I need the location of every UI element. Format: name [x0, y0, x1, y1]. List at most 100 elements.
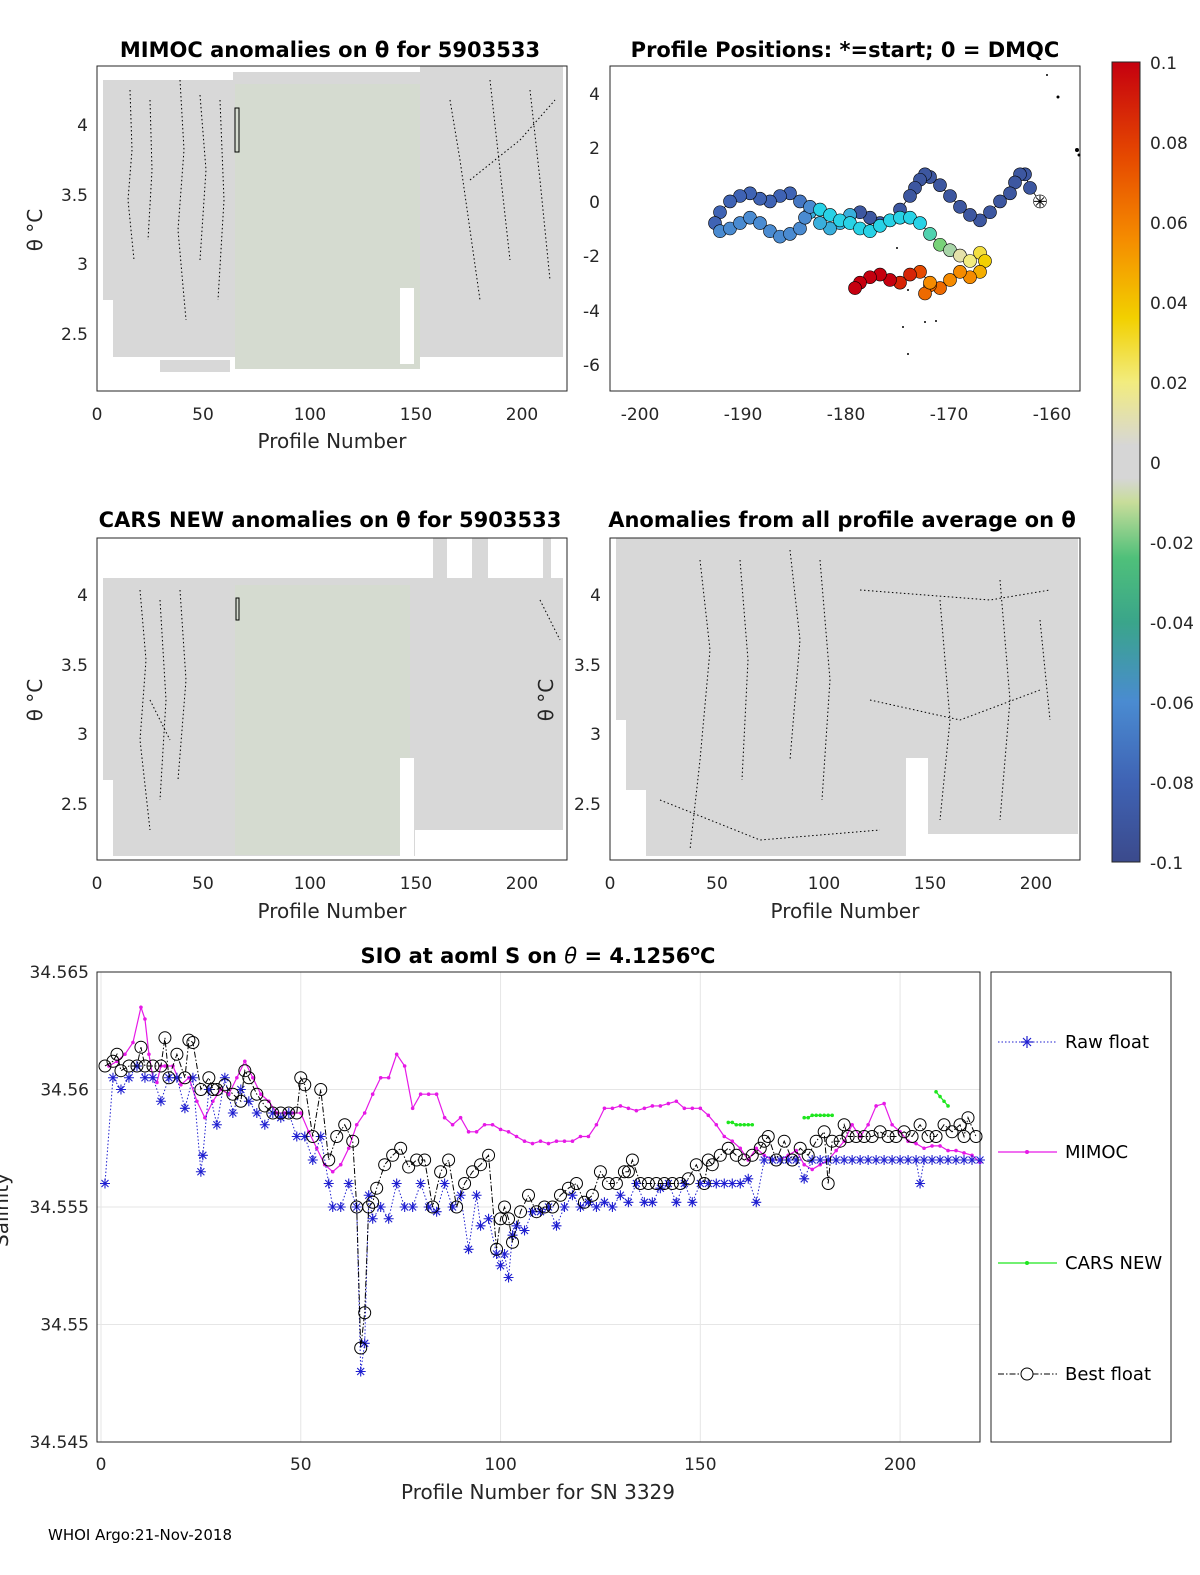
data-point — [649, 1177, 663, 1190]
data-point — [887, 1155, 898, 1165]
data-point — [410, 1153, 424, 1167]
avg-axes — [609, 537, 1081, 861]
avg-xtick: 100 — [808, 874, 840, 894]
data-point — [841, 1130, 855, 1143]
data-point — [742, 1122, 747, 1127]
data-point — [802, 1162, 806, 1167]
data-point — [757, 1134, 771, 1148]
track-point — [993, 194, 1007, 209]
data-point — [754, 1146, 759, 1151]
data-point — [879, 1155, 890, 1165]
salinity-ytick: 34.545 — [30, 1433, 89, 1453]
salinity-title-main: SIO at aoml S on — [361, 944, 565, 968]
data-point — [785, 1153, 799, 1167]
data-point — [745, 1148, 759, 1162]
data-point — [759, 1155, 770, 1165]
data-point — [633, 1177, 647, 1190]
dot-icon — [1025, 1150, 1029, 1154]
data-point — [291, 1131, 302, 1142]
data-point — [442, 1115, 447, 1120]
data-point — [186, 1036, 200, 1049]
data-point — [937, 1118, 951, 1132]
data-point — [874, 1104, 878, 1108]
data-point — [498, 1200, 512, 1214]
avg-panel: Anomalies from all profile average on θ … — [534, 508, 1081, 923]
colorbar-tick: 0.06 — [1150, 214, 1188, 234]
mimoc-title: MIMOC anomalies on θ for 5903533 — [120, 38, 540, 62]
data-point — [722, 1134, 727, 1139]
data-point — [911, 1155, 922, 1165]
data-point — [663, 1178, 674, 1189]
positions-title: Profile Positions: *=start; 0 = DMQC — [631, 38, 1060, 62]
data-point — [410, 1106, 415, 1111]
data-point — [362, 1200, 376, 1214]
data-point — [418, 1153, 432, 1167]
salinity-axes — [96, 971, 981, 1443]
data-point — [751, 1197, 762, 1208]
avg-title: Anomalies from all profile average on θ — [608, 508, 1076, 532]
data-point — [171, 1072, 182, 1083]
avg-ytick: 2.5 — [574, 795, 601, 815]
data-point — [793, 1141, 807, 1155]
data-point — [734, 1122, 739, 1127]
data-point — [106, 1054, 120, 1068]
data-point — [946, 1148, 950, 1153]
track-point — [983, 205, 997, 220]
positions-ytick: 2 — [589, 139, 600, 159]
data-point — [647, 1197, 658, 1208]
data-point — [130, 1059, 144, 1073]
data-point — [323, 1178, 334, 1189]
salinity-title-unit: C — [700, 944, 715, 968]
track-points — [708, 167, 1047, 301]
data-point — [905, 1130, 919, 1143]
data-point — [495, 1260, 506, 1271]
asterisk-icon — [1021, 1036, 1033, 1048]
data-point — [665, 1177, 679, 1190]
data-point — [494, 1212, 508, 1226]
data-point — [639, 1197, 650, 1208]
data-point — [871, 1155, 882, 1165]
data-point — [330, 1130, 344, 1143]
data-point — [802, 1115, 806, 1120]
positions-xtick: -190 — [724, 405, 763, 425]
data-point — [951, 1155, 962, 1165]
cars-ytick: 3 — [77, 725, 88, 745]
data-point — [737, 1153, 751, 1167]
data-point — [367, 1213, 378, 1224]
track-point — [903, 189, 917, 203]
colorbar-ticks: 0.1 0.08 0.06 0.04 0.02 0 -0.02 -0.04 -0… — [1150, 54, 1194, 874]
data-point — [466, 1130, 471, 1134]
positions-ytick: -6 — [583, 356, 600, 376]
salinity-xtick: 100 — [484, 1455, 516, 1475]
data-point — [962, 1151, 966, 1155]
data-point — [506, 1130, 511, 1134]
salinity-xtick: 0 — [96, 1455, 107, 1475]
cars-yticks: 2.5 3 3.5 4 — [61, 586, 88, 815]
mimoc-xtick: 50 — [192, 405, 214, 425]
data-point — [806, 1115, 810, 1120]
legend-best: Best float — [998, 1364, 1151, 1385]
positions-axes — [609, 65, 1081, 392]
data-point — [634, 1108, 639, 1113]
data-point — [250, 1087, 264, 1101]
data-point — [849, 1130, 863, 1143]
data-point — [158, 1031, 172, 1045]
positions-ytick: -2 — [583, 247, 600, 267]
data-point — [234, 1094, 248, 1108]
data-point — [327, 1202, 338, 1212]
data-point — [251, 1075, 255, 1080]
data-point — [810, 1167, 814, 1172]
data-point — [847, 1155, 858, 1165]
data-point — [673, 1177, 687, 1190]
cars-xtick: 200 — [506, 874, 538, 894]
data-point — [378, 1075, 383, 1080]
avg-xtick: 0 — [605, 874, 616, 894]
data-point — [830, 1113, 834, 1118]
data-point — [658, 1104, 663, 1108]
colorbar-tick: 0.02 — [1150, 374, 1188, 394]
data-point — [706, 1113, 711, 1118]
data-point — [99, 1178, 110, 1189]
coastline-dots — [896, 74, 1081, 355]
data-point — [131, 1040, 135, 1045]
